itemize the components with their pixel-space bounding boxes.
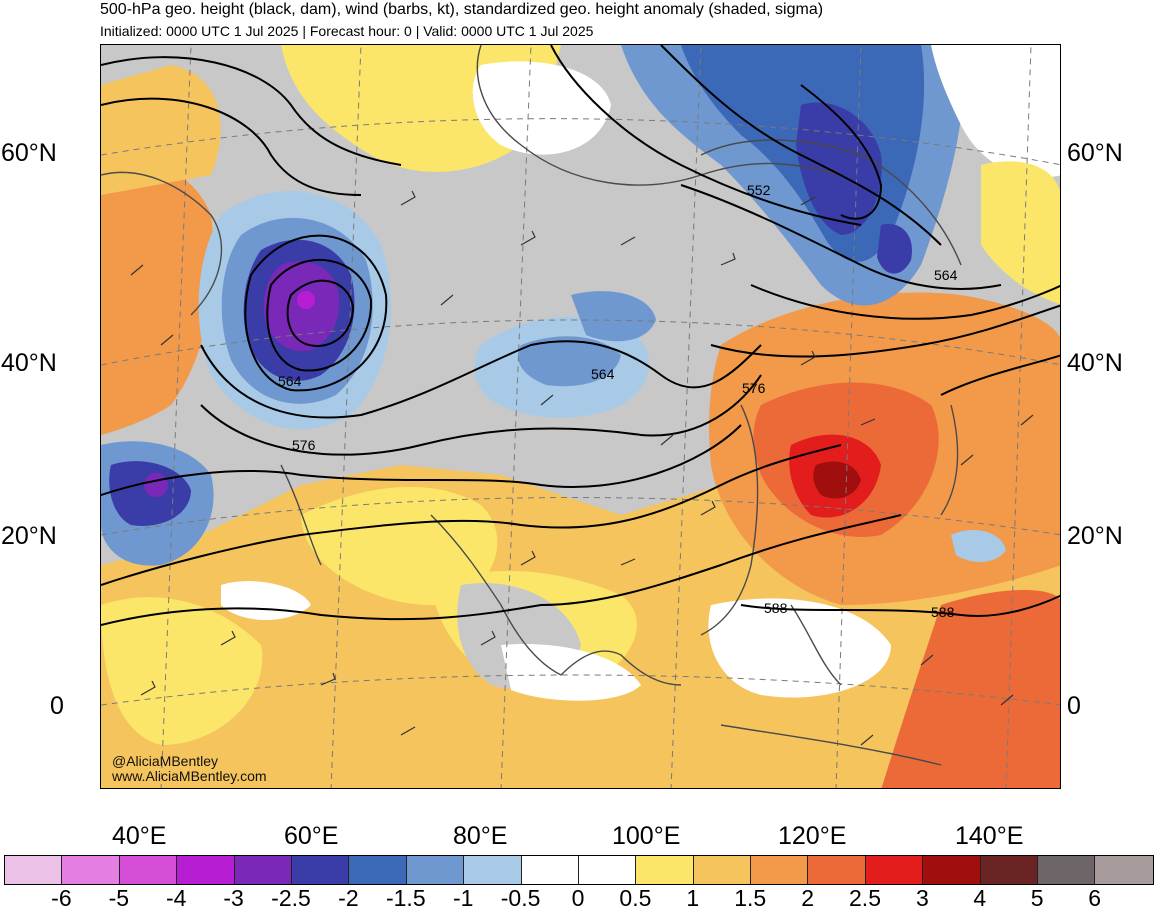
colorbar-swatch <box>980 856 1039 884</box>
colorbar-swatch <box>751 856 809 884</box>
colorbar-tick-label: -3 <box>223 885 244 911</box>
colorbar-tick-label: 4 <box>973 885 987 911</box>
colorbar-swatch <box>1038 856 1096 884</box>
map-subtitle: Initialized: 0000 UTC 1 Jul 2025 | Forec… <box>100 23 594 39</box>
contour-label: 564 <box>591 366 615 382</box>
colorbar-swatch <box>636 856 694 884</box>
lon-label: 120°E <box>778 822 847 850</box>
lon-label: 140°E <box>955 822 1024 850</box>
credit-site: www.AliciaMBentley.com <box>112 768 267 784</box>
lat-label-left: 20°N <box>1 522 57 550</box>
colorbar-swatch <box>578 856 637 884</box>
lon-label: 60°E <box>284 822 339 850</box>
coastlines <box>101 45 962 766</box>
negative-anomaly-pacific-small <box>951 530 1006 562</box>
colorbar-swatch <box>119 856 178 884</box>
wind-barbs <box>130 190 1034 746</box>
lat-label-right: 0 <box>1067 692 1081 720</box>
positive-anomaly-west-europe <box>101 165 214 436</box>
lat-label-left: 0 <box>50 692 64 720</box>
colorbar-swatch <box>406 856 465 884</box>
contour-label-group: 552 564 564 564 576 576 588 588 <box>278 182 958 620</box>
colorbar-swatch <box>464 856 522 884</box>
map-title: 500-hPa geo. height (black, dam), wind (… <box>100 1 824 18</box>
colorbar-tick-label: 1 <box>686 885 700 911</box>
colorbar-tick-label: 6 <box>1088 885 1101 911</box>
colorbar-tick-label: -2 <box>338 885 359 911</box>
graticule <box>101 45 1060 788</box>
colorbar-tick-label: -0.5 <box>500 885 541 911</box>
colorbar-tick-label: 0.5 <box>619 885 652 911</box>
anomaly-colorbar <box>4 855 1154 885</box>
colorbar-tick-label: 0 <box>571 885 585 911</box>
zero-anomaly-arctic <box>931 45 1060 178</box>
lat-label-right: 20°N <box>1067 522 1123 550</box>
height-contours <box>101 45 1060 626</box>
contour-label: 552 <box>747 182 771 198</box>
positive-anomaly-atlantic <box>101 65 221 195</box>
contour-label: 564 <box>934 267 958 283</box>
colorbar-tick-label: 1.5 <box>734 885 767 911</box>
colorbar-tick-label: -5 <box>108 885 130 911</box>
colorbar-swatch <box>923 856 981 884</box>
contour-label: 576 <box>742 380 766 396</box>
lon-label: 100°E <box>612 822 681 850</box>
colorbar-tick-label: 5 <box>1030 885 1044 911</box>
lon-label: 40°E <box>112 822 167 850</box>
lat-label-left: 40°N <box>1 349 57 377</box>
contour-label: 576 <box>292 437 316 453</box>
colorbar-tick-label: 2 <box>801 885 814 911</box>
colorbar-tick-label: -1 <box>452 885 474 911</box>
contour-label: 588 <box>764 600 788 616</box>
negative-anomaly-mongolia <box>571 291 656 342</box>
colorbar-tick-label: 3 <box>915 885 929 911</box>
positive-anomaly-africa <box>101 597 263 745</box>
colorbar-swatch <box>291 856 350 884</box>
colorbar-swatch <box>693 856 752 884</box>
contour-label: 588 <box>931 604 955 620</box>
colorbar-swatch <box>865 856 924 884</box>
zero-anomaly-bay <box>501 644 641 701</box>
colorbar-tick-label: -6 <box>51 885 72 911</box>
lat-label-right: 40°N <box>1067 349 1123 377</box>
negative-anomaly-okhotsk <box>877 224 912 274</box>
colorbar-swatch <box>349 856 407 884</box>
lat-label-left: 60°N <box>1 139 57 167</box>
colorbar-tick-label: -4 <box>165 885 187 911</box>
colorbar-swatch <box>1095 856 1153 884</box>
negative-anomaly-ural-center <box>297 291 315 309</box>
colorbar-tick-label: -1.5 <box>385 885 426 911</box>
map-canvas: 552 564 564 564 576 576 588 588 <box>101 45 1060 788</box>
zero-anomaly-barents <box>472 61 611 155</box>
colorbar-swatch <box>5 856 63 884</box>
colorbar-tick-label: 2.5 <box>849 885 881 911</box>
extreme-anomaly-east-china <box>813 461 861 499</box>
colorbar-swatch <box>177 856 235 884</box>
map-panel: 552 564 564 564 576 576 588 588 <box>100 44 1061 789</box>
contour-label: 564 <box>278 373 302 389</box>
negative-anomaly-central-asia-core <box>518 336 621 387</box>
positive-anomaly-arctic-edge <box>981 161 1060 305</box>
negative-anomaly-mediterranean-core <box>144 473 168 497</box>
lon-label: 80°E <box>453 822 508 850</box>
lat-label-right: 60°N <box>1067 139 1123 167</box>
colorbar-swatch <box>234 856 292 884</box>
colorbar-swatch <box>808 856 866 884</box>
zero-anomaly-philippines <box>708 598 891 698</box>
colorbar-swatch <box>62 856 120 884</box>
positive-anomaly-arabian <box>301 486 498 605</box>
colorbar-swatch <box>521 856 579 884</box>
credit-handle: @AliciaMBentley <box>112 753 219 769</box>
colorbar-tick-label: -2.5 <box>271 885 311 911</box>
positive-anomaly-west-pacific <box>881 590 1060 788</box>
